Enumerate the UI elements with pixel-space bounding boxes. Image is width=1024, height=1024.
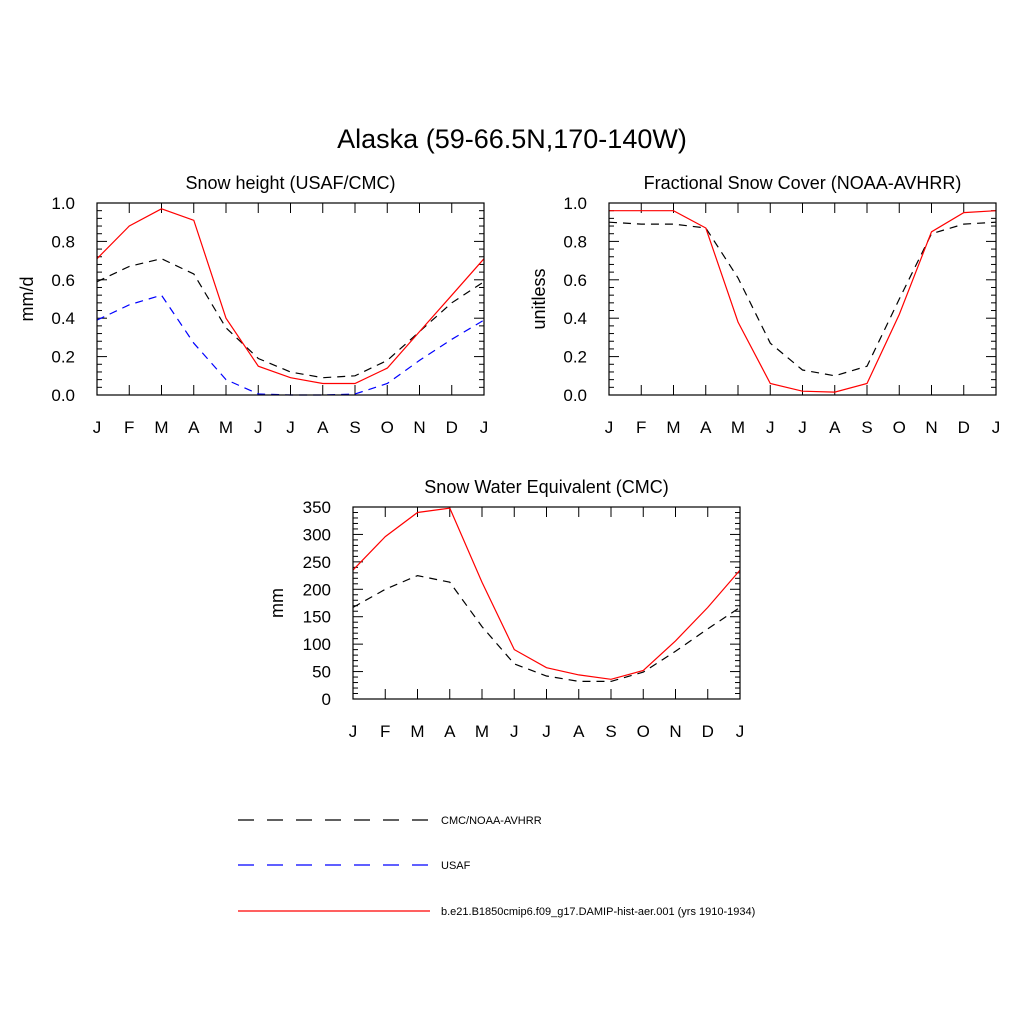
- x-tick-label: J: [992, 418, 1001, 437]
- x-tick-label: D: [702, 722, 714, 741]
- figure-title: Alaska (59-66.5N,170-140W): [337, 124, 687, 154]
- y-axis-label: mm/d: [17, 277, 37, 322]
- x-tick-label: F: [124, 418, 134, 437]
- x-tick-label: N: [925, 418, 937, 437]
- x-tick-label: J: [349, 722, 358, 741]
- series-line-2: [96, 294, 485, 396]
- x-tick-label: N: [669, 722, 681, 741]
- x-tick-label: J: [605, 418, 614, 437]
- series-line-1: [352, 574, 741, 683]
- panel-title: Snow Water Equivalent (CMC): [424, 477, 668, 497]
- x-tick-label: A: [317, 418, 329, 437]
- x-tick-label: J: [736, 722, 745, 741]
- x-tick-label: F: [380, 722, 390, 741]
- series-line-1: [608, 221, 997, 377]
- x-tick-label: A: [188, 418, 200, 437]
- x-tick-label: J: [286, 418, 295, 437]
- chart-panel-2: Fractional Snow Cover (NOAA-AVHRR) unitle…: [529, 173, 1000, 437]
- legend-label: CMC/NOAA-AVHRR: [441, 815, 542, 827]
- x-tick-label: S: [349, 418, 360, 437]
- y-tick-label: 0.6: [563, 271, 587, 290]
- x-tick-label: J: [480, 418, 489, 437]
- series-line-2: [352, 507, 741, 680]
- plot-frame: [352, 506, 741, 700]
- x-tick-label: D: [446, 418, 458, 437]
- y-tick-label: 1.0: [51, 194, 75, 213]
- y-tick-label: 0.8: [51, 232, 75, 251]
- x-tick-label: S: [861, 418, 872, 437]
- y-tick-label: 150: [303, 608, 331, 627]
- series-line-1: [96, 258, 485, 379]
- y-tick-label: 0.0: [51, 386, 75, 405]
- y-tick-label: 300: [303, 525, 331, 544]
- x-tick-label: A: [444, 722, 456, 741]
- series-line-2: [609, 210, 997, 393]
- legend-label: USAF: [441, 860, 471, 872]
- y-tick-label: 0.2: [563, 348, 587, 367]
- x-tick-label: A: [829, 418, 841, 437]
- plot-frame: [96, 202, 485, 396]
- x-tick-label: M: [666, 418, 680, 437]
- legend-item: b.e21.B1850cmip6.f09_g17.DAMIP-hist-aer.…: [238, 906, 755, 918]
- y-tick-label: 0.4: [563, 309, 587, 328]
- x-tick-label: D: [958, 418, 970, 437]
- y-tick-label: 200: [303, 580, 331, 599]
- plot-frame: [608, 202, 997, 396]
- chart-panel-3: Snow Water Equivalent (CMC) mm 0 50 100 150 20…: [267, 477, 744, 741]
- y-tick-label: 0.4: [51, 309, 75, 328]
- legend-item: USAF: [238, 860, 471, 872]
- y-tick-label: 0.8: [563, 232, 587, 251]
- y-tick-label: 0.6: [51, 271, 75, 290]
- y-tick-label: 50: [312, 663, 331, 682]
- x-tick-label: M: [219, 418, 233, 437]
- panel-title: Snow height (USAF/CMC): [185, 173, 395, 193]
- x-tick-label: O: [381, 418, 394, 437]
- x-tick-label: M: [154, 418, 168, 437]
- legend-label: b.e21.B1850cmip6.f09_g17.DAMIP-hist-aer.…: [441, 906, 755, 918]
- legend: CMC/NOAA-AVHRR USAF b.e21.B1850cmip6.f09_g…: [238, 815, 755, 918]
- x-tick-label: O: [637, 722, 650, 741]
- y-tick-label: 250: [303, 553, 331, 572]
- x-tick-label: J: [798, 418, 807, 437]
- chart-panels: Snow height (USAF/CMC) mm/d 0.0 0.2 0.4 0.6 0.…: [17, 173, 1000, 741]
- x-tick-label: J: [254, 418, 263, 437]
- x-tick-label: M: [410, 722, 424, 741]
- x-tick-label: M: [475, 722, 489, 741]
- y-tick-label: 0.0: [563, 386, 587, 405]
- x-tick-label: J: [510, 722, 519, 741]
- x-tick-label: S: [605, 722, 616, 741]
- x-tick-label: A: [573, 722, 585, 741]
- panel-title: Fractional Snow Cover (NOAA-AVHRR): [644, 173, 962, 193]
- x-tick-label: F: [636, 418, 646, 437]
- legend-item: CMC/NOAA-AVHRR: [238, 815, 542, 827]
- y-tick-label: 100: [303, 635, 331, 654]
- series-line-3: [96, 208, 485, 385]
- y-tick-label: 0: [322, 690, 331, 709]
- x-tick-label: N: [413, 418, 425, 437]
- x-tick-label: J: [542, 722, 551, 741]
- x-tick-label: A: [700, 418, 712, 437]
- chart-panel-1: Snow height (USAF/CMC) mm/d 0.0 0.2 0.4 0.6 0.…: [17, 173, 488, 437]
- y-tick-label: 350: [303, 498, 331, 517]
- x-tick-label: J: [93, 418, 102, 437]
- y-tick-label: 0.2: [51, 348, 75, 367]
- x-tick-label: J: [766, 418, 775, 437]
- y-axis-label: mm: [267, 588, 287, 618]
- y-tick-label: 1.0: [563, 194, 587, 213]
- x-tick-label: M: [731, 418, 745, 437]
- x-tick-label: O: [893, 418, 906, 437]
- y-axis-label: unitless: [529, 268, 549, 329]
